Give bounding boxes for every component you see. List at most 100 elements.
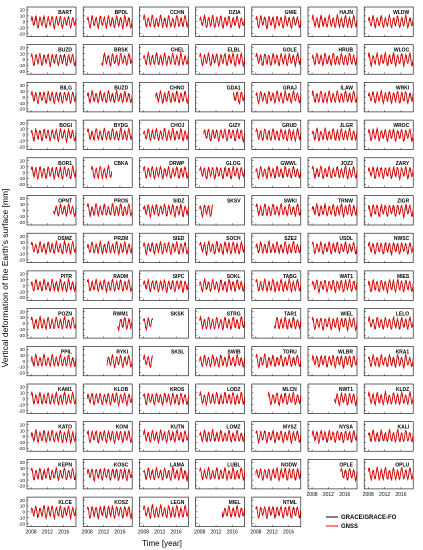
y-tick-label: -10 <box>18 101 25 106</box>
station-panel: SIPC <box>139 270 189 301</box>
station-label: WAT1 <box>339 274 353 280</box>
gnss-series-line <box>203 127 245 144</box>
x-tick-label: 2012 <box>210 530 221 536</box>
y-tick-label: -10 <box>18 515 25 520</box>
station-label: SZE2 <box>284 236 297 242</box>
station-panel: GIZY <box>195 119 245 150</box>
station-label: TABG <box>283 274 297 280</box>
station-panel: PROS <box>82 195 133 226</box>
gnss-series-line <box>86 504 133 520</box>
gnss-series-line <box>367 466 414 481</box>
y-tick-label: -20 <box>18 295 25 300</box>
gnss-series-line <box>143 278 189 294</box>
station-panel: KRA1 <box>363 345 414 377</box>
gnss-series-line <box>143 428 189 444</box>
gnss-series-line <box>30 164 77 181</box>
y-tick-label: 10 <box>20 504 26 509</box>
station-label: SIPC <box>173 274 185 280</box>
y-tick-label: 0 <box>22 359 25 364</box>
y-tick-label: -10 <box>18 176 25 181</box>
station-panel: BUZD <box>82 82 133 113</box>
y-tick-label: 10 <box>20 391 26 396</box>
station-panel: WLOC <box>363 44 414 75</box>
station-label: SKSV <box>227 199 241 205</box>
gnss-series-line <box>311 89 358 105</box>
gnss-series-line <box>117 317 133 332</box>
station-label: JOZ2 <box>340 161 353 167</box>
x-tick-label: 2012 <box>42 530 53 536</box>
station-label: NWSC <box>394 236 410 242</box>
station-label: OPLE <box>339 462 353 468</box>
station-label: BPDL <box>115 10 129 16</box>
station-label: ELBL <box>228 48 241 54</box>
gnss-series-line <box>143 165 189 180</box>
y-tick-label: -10 <box>18 138 25 143</box>
station-panel: JLGR <box>307 119 358 150</box>
gnss-series-line <box>255 165 302 181</box>
gnss-series-line <box>143 503 189 520</box>
station-label: HAJN <box>339 10 353 16</box>
gnss-series-line <box>101 52 133 68</box>
gnss-series-line <box>86 202 133 218</box>
gnss-series-line <box>334 392 358 407</box>
station-panel: KLDZ <box>363 383 414 414</box>
y-tick-label: 20 <box>20 385 26 390</box>
gnss-series-line <box>53 202 77 218</box>
y-tick-label: -20 <box>18 257 25 262</box>
station-label: LODZ <box>227 387 241 393</box>
station-panel: ILAW <box>307 82 358 113</box>
station-panel: GNIE <box>251 6 302 37</box>
gnss-series-line <box>199 14 245 29</box>
station-label: PITR <box>61 274 73 280</box>
station-panel: WRKI <box>363 82 414 113</box>
station-label: PPIL <box>61 349 72 355</box>
gnss-series-line <box>30 466 77 482</box>
y-tick-label: 10 <box>20 353 26 358</box>
y-tick-label: 20 <box>20 45 26 50</box>
gnss-series-line <box>30 239 77 256</box>
y-tick-label: 10 <box>20 127 26 132</box>
x-tick-label: 2016 <box>339 492 350 498</box>
station-panel: SIED <box>139 232 189 263</box>
station-panel: CBKA <box>82 157 133 188</box>
gnss-series-line <box>221 505 245 518</box>
y-tick-label: -20 <box>18 371 25 376</box>
y-tick-label: 0 <box>22 133 25 138</box>
y-tick-label: 10 <box>20 428 26 433</box>
y-tick-label: -20 <box>18 182 25 187</box>
gnss-series-line <box>340 467 358 483</box>
station-panel: HRUB <box>307 44 358 75</box>
station-label: WLBR <box>338 349 353 355</box>
gnss-series-line <box>199 277 245 293</box>
station-panel: MYSZ <box>251 421 302 452</box>
panel-frame <box>26 345 77 377</box>
gnss-series-line <box>30 391 77 406</box>
gnss-series-line <box>155 90 189 105</box>
gnss-series-line <box>86 429 133 445</box>
y-tick-label: 20 <box>20 460 26 465</box>
panel-frame <box>307 195 358 226</box>
station-panel: LUBL <box>195 459 245 490</box>
station-panel: KONI <box>82 421 133 452</box>
gnss-series-line <box>30 127 77 144</box>
station-panel: CCHN <box>139 6 189 37</box>
gnss-series-line <box>367 126 414 143</box>
gnss-series-line <box>255 15 302 31</box>
gnss-series-line <box>30 504 77 521</box>
gnss-series-line <box>199 165 245 180</box>
gnss-series-line <box>367 278 414 295</box>
station-label: CBKA <box>114 161 129 167</box>
y-tick-label: 0 <box>22 321 25 326</box>
station-label: KUTN <box>171 425 185 431</box>
station-panel: LELO <box>363 308 414 339</box>
station-label: MIES <box>397 274 410 280</box>
station-label: OPLU <box>395 462 409 468</box>
gnss-series-line <box>86 278 133 294</box>
station-label: NODW <box>281 462 297 468</box>
y-tick-label: 10 <box>20 14 26 19</box>
gnss-series-line <box>143 51 189 67</box>
